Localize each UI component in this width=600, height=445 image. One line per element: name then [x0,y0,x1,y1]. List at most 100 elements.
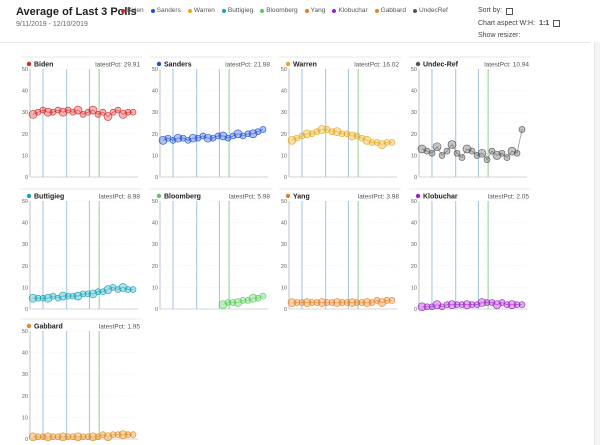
data-point[interactable] [438,152,446,159]
data-point[interactable] [483,156,491,164]
legend-item-yang[interactable]: Yang [304,7,325,14]
data-point[interactable] [503,301,511,308]
aspect-checkbox[interactable] [553,20,561,28]
data-point[interactable] [129,431,137,438]
data-point[interactable] [498,149,506,157]
data-point[interactable] [34,433,42,441]
data-point[interactable] [114,286,122,293]
data-point[interactable] [417,302,427,312]
legend-item-warren[interactable]: Warren [187,7,215,14]
data-point[interactable] [313,299,321,306]
data-point[interactable] [69,108,77,116]
data-point[interactable] [428,149,436,157]
data-point[interactable] [28,293,38,303]
data-point[interactable] [313,128,321,135]
data-point[interactable] [229,132,237,140]
data-point[interactable] [453,301,461,308]
data-point[interactable] [323,299,331,306]
data-point[interactable] [328,299,336,306]
data-point[interactable] [302,298,312,307]
data-point[interactable] [343,130,351,138]
data-point[interactable] [43,432,53,442]
data-point[interactable] [79,433,87,441]
data-point[interactable] [64,292,72,300]
data-point[interactable] [298,132,306,140]
data-point[interactable] [84,433,92,441]
data-point[interactable] [518,301,526,308]
data-point[interactable] [49,433,57,441]
data-point[interactable] [328,128,336,135]
data-point[interactable] [259,126,267,133]
data-point[interactable] [513,301,521,308]
data-point[interactable] [244,130,252,138]
data-point[interactable] [73,105,83,115]
data-point[interactable] [447,300,457,309]
legend-item-buttigieg[interactable]: Buttigieg [221,7,253,14]
data-point[interactable] [358,134,366,142]
data-point[interactable] [458,301,466,308]
data-point[interactable] [188,133,198,143]
data-point[interactable] [483,299,491,306]
data-point[interactable] [338,130,346,138]
data-point[interactable] [244,297,252,304]
data-point[interactable] [84,108,92,116]
data-point[interactable] [109,431,117,438]
data-point[interactable] [338,299,346,306]
data-point[interactable] [462,300,472,309]
data-point[interactable] [287,298,297,307]
data-point[interactable] [293,299,301,306]
data-point[interactable] [458,154,466,161]
data-point[interactable] [114,431,122,438]
data-point[interactable] [73,432,83,442]
data-point[interactable] [114,106,122,114]
data-point[interactable] [388,297,396,304]
data-point[interactable] [302,129,312,139]
data-point[interactable] [518,126,526,133]
vertical-scrollbar[interactable] [594,42,600,445]
legend-item-klobuchar[interactable]: Klobuchar [332,7,368,14]
data-point[interactable] [317,125,327,134]
legend-item-gabbard[interactable]: Gabbard [374,7,406,14]
data-point[interactable] [298,299,306,306]
data-point[interactable] [184,136,192,144]
legend-item-undecref[interactable]: UndecRef [412,7,448,14]
data-point[interactable] [383,139,391,146]
data-point[interactable] [28,432,38,442]
data-point[interactable] [118,430,128,439]
data-point[interactable] [447,140,457,149]
data-point[interactable] [343,299,351,306]
data-point[interactable] [477,298,487,307]
data-point[interactable] [368,139,376,146]
data-point[interactable] [353,299,361,306]
legend-item-sanders[interactable]: Sanders [150,7,181,14]
data-point[interactable] [54,294,62,302]
data-point[interactable] [99,108,107,116]
data-point[interactable] [224,299,232,306]
data-point[interactable] [248,293,258,303]
data-point[interactable] [84,290,92,298]
data-point[interactable] [443,147,451,155]
data-point[interactable] [468,301,476,308]
data-point[interactable] [347,131,357,141]
data-point[interactable] [362,298,372,307]
data-point[interactable] [423,303,431,311]
data-point[interactable] [229,299,237,306]
data-point[interactable] [79,290,87,298]
data-point[interactable] [358,299,366,306]
data-point[interactable] [513,149,521,157]
data-point[interactable] [473,152,481,159]
data-point[interactable] [39,433,47,441]
data-point[interactable] [129,108,137,116]
data-point[interactable] [308,299,316,306]
data-point[interactable] [432,142,442,152]
data-point[interactable] [468,147,476,155]
data-point[interactable] [317,298,327,307]
data-point[interactable] [69,292,77,300]
data-point[interactable] [503,154,511,161]
data-point[interactable] [94,288,102,296]
data-point[interactable] [103,112,113,121]
data-point[interactable] [88,432,98,442]
data-point[interactable] [347,298,357,307]
data-point[interactable] [64,433,72,441]
data-point[interactable] [88,105,98,115]
